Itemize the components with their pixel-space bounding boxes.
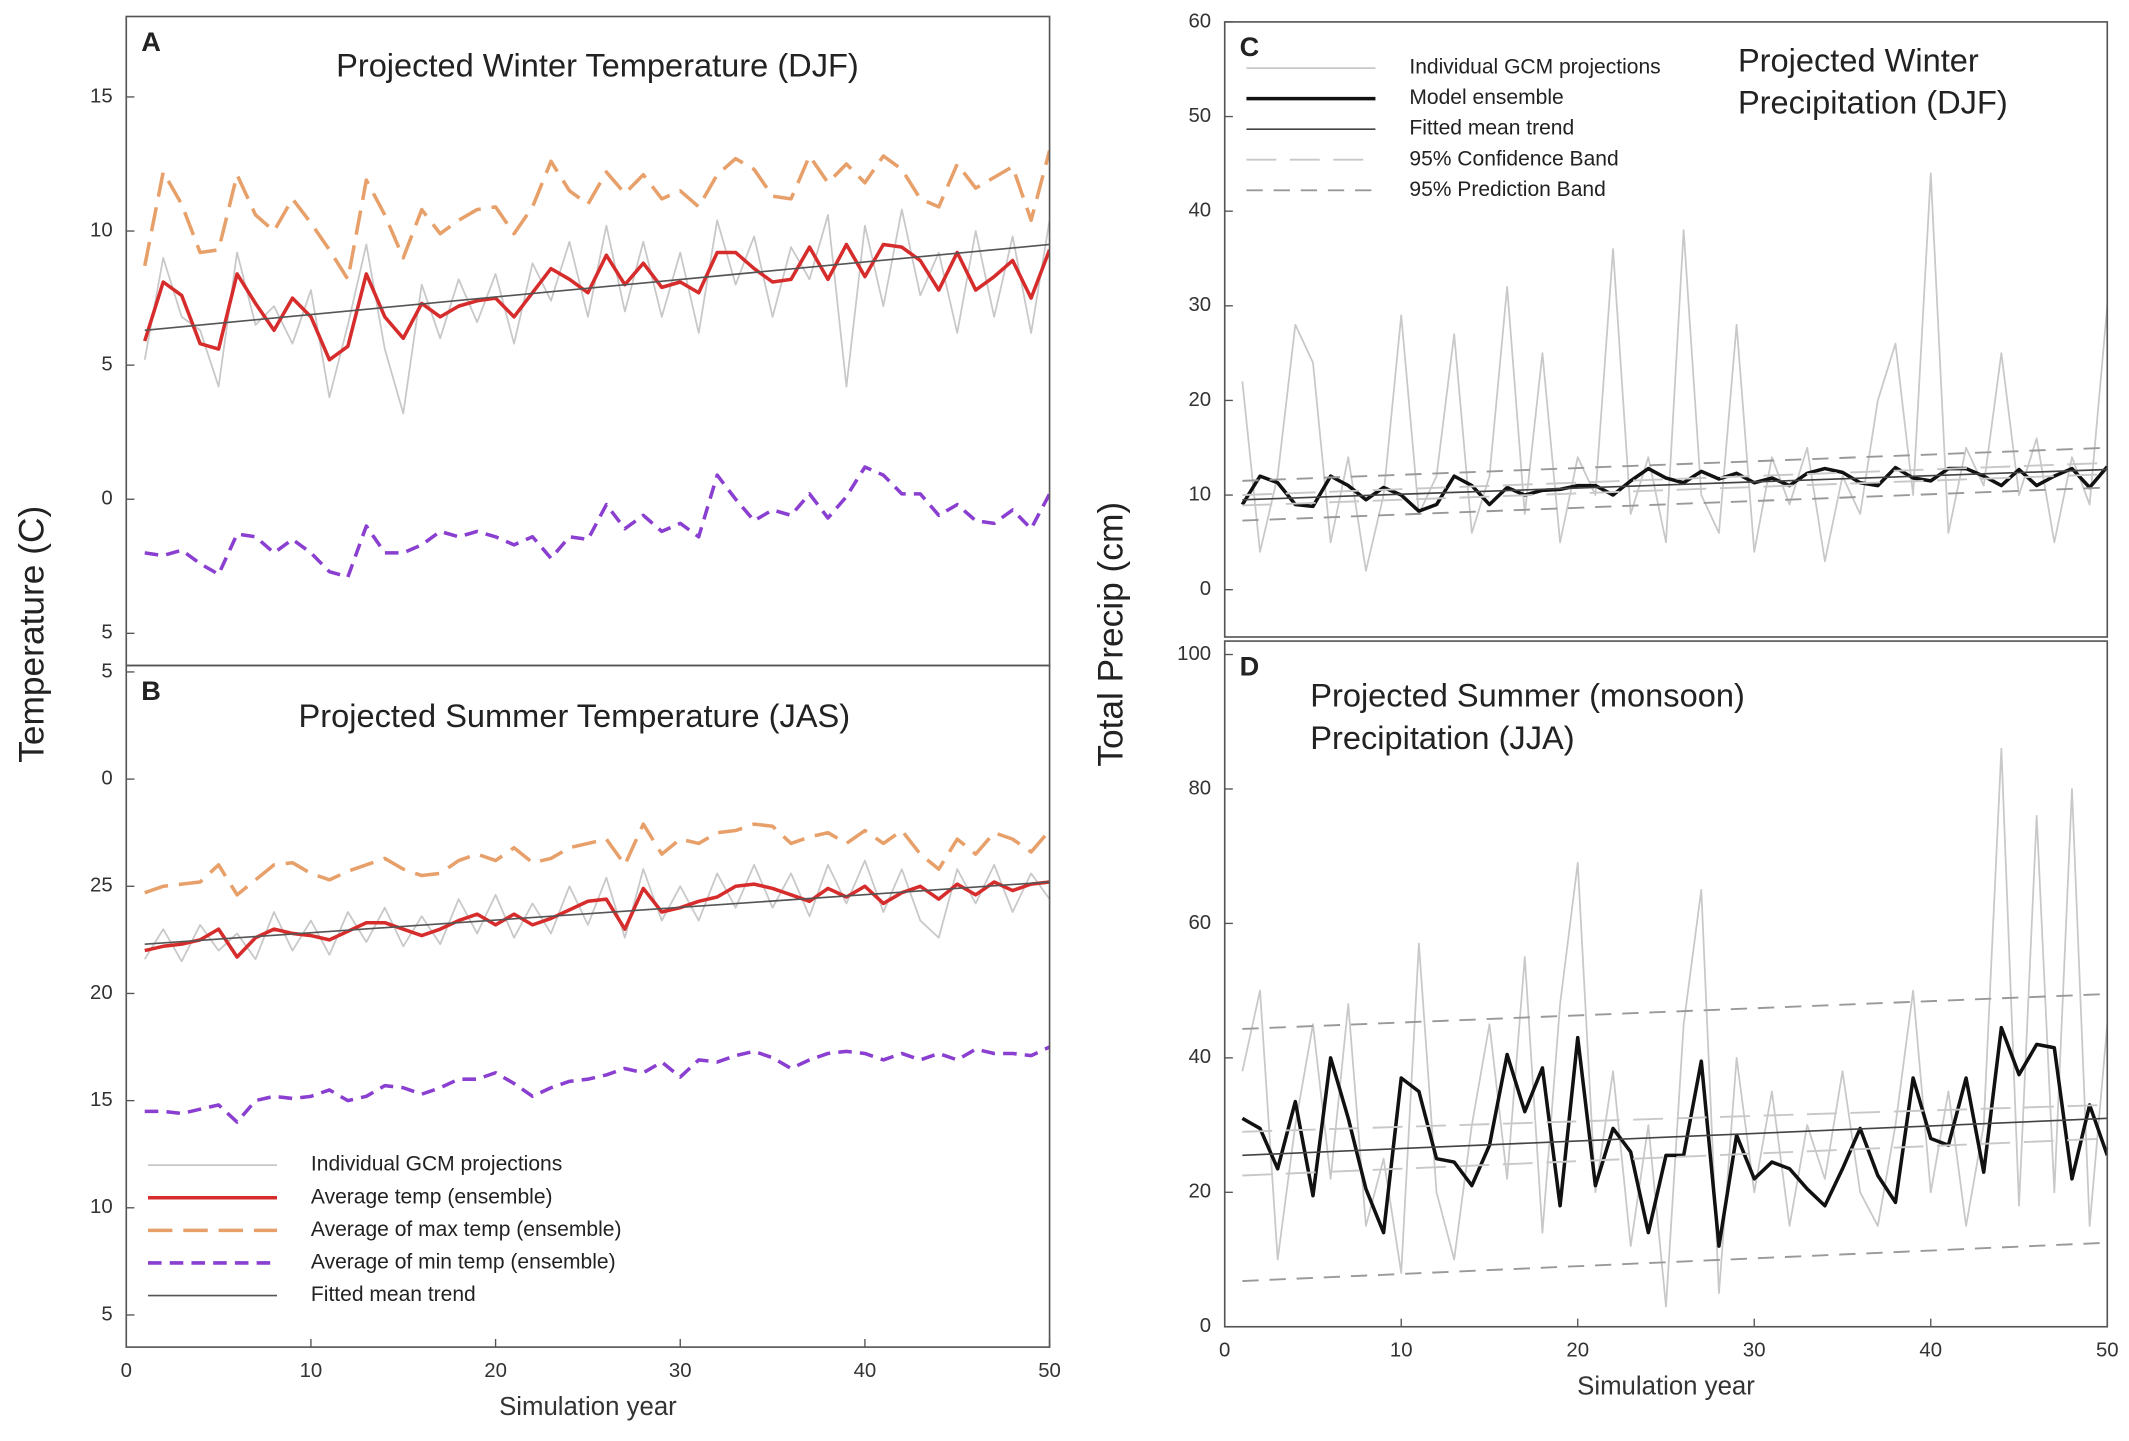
x-tick-label: 50 bbox=[1038, 1360, 1061, 1382]
series-line bbox=[144, 243, 1050, 332]
x-tick-label: 30 bbox=[1743, 1340, 1766, 1362]
x-tick-label: 0 bbox=[1219, 1340, 1230, 1362]
panel-letter: C bbox=[1240, 31, 1260, 62]
y-tick-label: 50 bbox=[1188, 105, 1211, 127]
x-tick-label: 0 bbox=[121, 1360, 132, 1382]
x-axis-label: Simulation year bbox=[499, 1393, 677, 1421]
y-tick-label: 0 bbox=[101, 767, 112, 789]
band-lower bbox=[1242, 473, 2108, 507]
legend-label: 95% Confidence Band bbox=[1409, 147, 1618, 170]
plot-frame bbox=[125, 664, 1051, 1348]
band-lower bbox=[1242, 1137, 2108, 1177]
legend-label: Average temp (ensemble) bbox=[311, 1185, 553, 1208]
y-tick-label: 5 bbox=[101, 622, 112, 644]
chart-title: Precipitation (DJF) bbox=[1738, 84, 2008, 120]
series-line bbox=[1242, 468, 2108, 501]
y-tick-label: 5 bbox=[101, 660, 112, 682]
band-upper bbox=[1242, 446, 2108, 482]
band-lower bbox=[1242, 486, 2108, 522]
y-tick-label: 60 bbox=[1188, 10, 1211, 32]
plot-frame bbox=[1223, 640, 2109, 1328]
band-upper bbox=[1242, 461, 2108, 497]
legend-label: Average of max temp (ensemble) bbox=[311, 1218, 622, 1241]
legend-label: Fitted mean trend bbox=[1409, 117, 1574, 140]
x-tick-label: 40 bbox=[1919, 1340, 1942, 1362]
y-tick-label: 25 bbox=[90, 875, 113, 897]
y-tick-label: 10 bbox=[1188, 483, 1211, 505]
x-tick-label: 20 bbox=[484, 1360, 507, 1382]
series-line bbox=[143, 208, 1050, 415]
series-line bbox=[144, 822, 1050, 897]
plot-frame bbox=[125, 15, 1051, 667]
y-axis-label: Total Precip (cm) bbox=[1092, 502, 1131, 767]
y-tick-label: 20 bbox=[1188, 389, 1211, 411]
y-tick-label: 60 bbox=[1188, 912, 1211, 934]
band-upper bbox=[1242, 993, 2108, 1030]
y-tick-label: 0 bbox=[101, 488, 112, 510]
x-tick-label: 40 bbox=[854, 1360, 877, 1382]
panel-letter: B bbox=[141, 675, 161, 706]
y-tick-label: 20 bbox=[1188, 1181, 1211, 1203]
series-line bbox=[143, 859, 1050, 963]
y-axis-label: Temperature (C) bbox=[12, 506, 51, 763]
series-line bbox=[143, 242, 1050, 362]
y-tick-label: 15 bbox=[90, 1089, 113, 1111]
y-tick-label: 5 bbox=[101, 1303, 112, 1325]
y-tick-label: 40 bbox=[1188, 200, 1211, 222]
chart-title: Projected Winter Temperature (DJF) bbox=[336, 48, 859, 84]
legend-label: Individual GCM projections bbox=[311, 1153, 562, 1176]
x-tick-label: 50 bbox=[2096, 1340, 2119, 1362]
legend-label: Model ensemble bbox=[1409, 86, 1563, 109]
series-line bbox=[144, 880, 1050, 959]
x-tick-label: 30 bbox=[669, 1360, 692, 1382]
y-tick-label: 80 bbox=[1188, 777, 1211, 799]
series-line bbox=[1242, 1117, 2108, 1157]
y-tick-label: 20 bbox=[90, 982, 113, 1004]
panel-letter: D bbox=[1240, 650, 1260, 681]
y-tick-label: 0 bbox=[1200, 1315, 1211, 1337]
series-line bbox=[1241, 1025, 2108, 1248]
y-tick-label: 10 bbox=[90, 219, 113, 241]
chart-title: Projected Summer Temperature (JAS) bbox=[299, 698, 851, 734]
y-tick-label: 15 bbox=[90, 85, 113, 107]
series-line bbox=[144, 1045, 1050, 1124]
plot-frame bbox=[1223, 21, 2109, 638]
chart-title: Projected Summer (monsoon) bbox=[1310, 678, 1745, 714]
y-tick-label: 30 bbox=[1188, 294, 1211, 316]
series-line bbox=[143, 150, 1050, 282]
y-tick-label: 5 bbox=[101, 354, 112, 376]
x-axis-label: Simulation year bbox=[1577, 1373, 1755, 1401]
series-line bbox=[144, 881, 1050, 945]
y-tick-label: 40 bbox=[1188, 1046, 1211, 1068]
chart-title: Precipitation (JJA) bbox=[1310, 720, 1574, 756]
legend-label: Fitted mean trend bbox=[311, 1283, 476, 1306]
y-tick-label: 100 bbox=[1177, 643, 1211, 665]
legend-label: Average of min temp (ensemble) bbox=[311, 1250, 616, 1273]
series-line bbox=[144, 465, 1050, 579]
legend-label: 95% Prediction Band bbox=[1409, 178, 1605, 201]
band-lower bbox=[1242, 1241, 2108, 1282]
band-upper bbox=[1242, 1103, 2108, 1133]
legend-label: Individual GCM projections bbox=[1409, 56, 1660, 79]
x-tick-label: 10 bbox=[300, 1360, 323, 1382]
chart-title: Projected Winter bbox=[1738, 42, 1979, 78]
panel-letter: A bbox=[141, 26, 161, 57]
series-line bbox=[1241, 747, 2108, 1308]
x-tick-label: 10 bbox=[1390, 1340, 1413, 1362]
series-line bbox=[1241, 172, 2108, 572]
y-tick-label: 0 bbox=[1200, 578, 1211, 600]
x-tick-label: 20 bbox=[1566, 1340, 1589, 1362]
y-tick-label: 10 bbox=[90, 1196, 113, 1218]
